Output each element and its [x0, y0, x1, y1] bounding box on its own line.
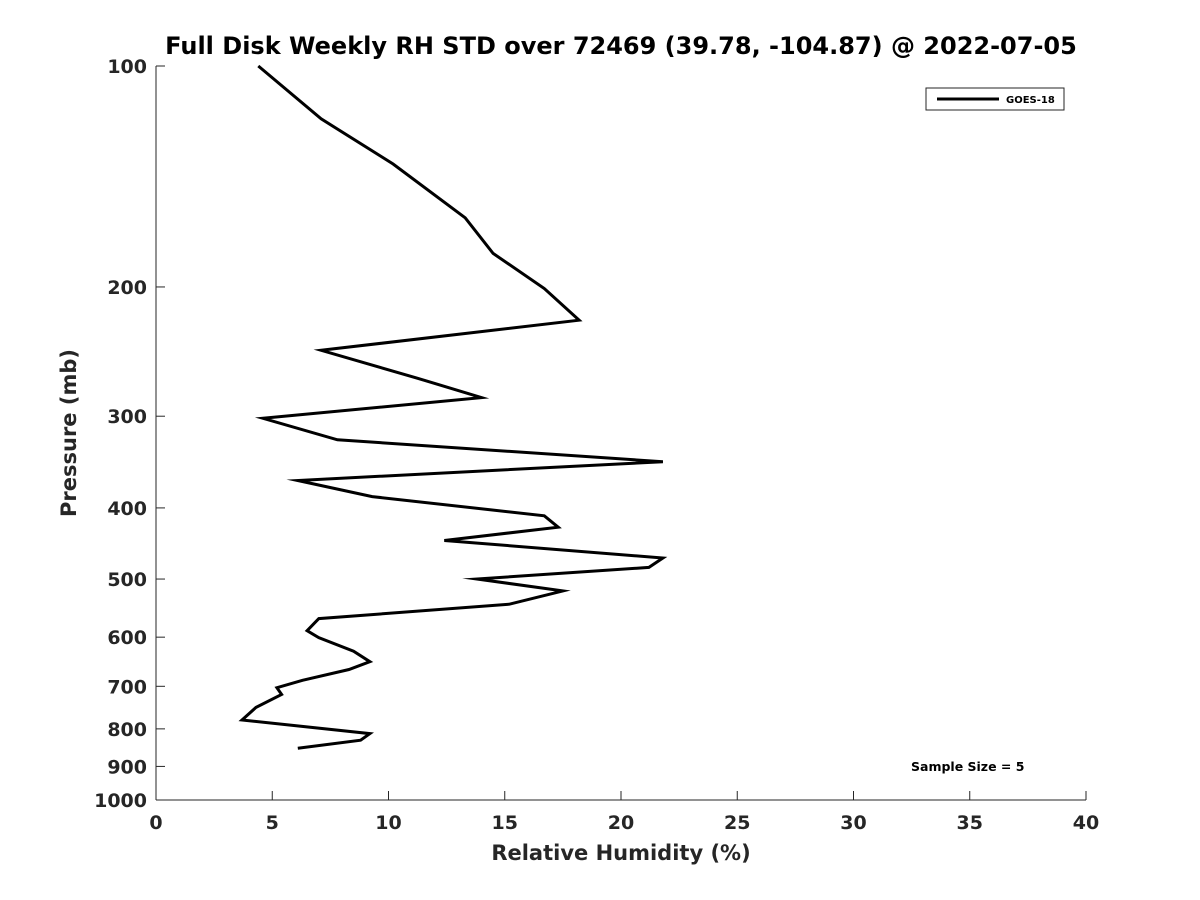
plot-frame — [155, 66, 1086, 801]
y-tick-label: 800 — [107, 719, 147, 741]
sample-size-annotation: Sample Size = 5 — [911, 759, 1024, 774]
legend-label-goes-18: GOES-18 — [1006, 95, 1055, 106]
legend: GOES-18 — [925, 87, 1065, 111]
x-tick-label: 20 — [608, 812, 634, 834]
x-tick-label: 5 — [266, 812, 279, 834]
x-tick-label: 0 — [149, 812, 162, 834]
series-group — [238, 64, 668, 750]
y-ticks: 100 200 300 400 500 600 700 800 900 1000 — [94, 56, 165, 812]
y-tick-label: 500 — [107, 569, 147, 591]
x-tick-label: 30 — [840, 812, 866, 834]
y-tick-label: 200 — [107, 277, 147, 299]
x-tick-label: 10 — [375, 812, 401, 834]
x-tick-label: 35 — [957, 812, 983, 834]
y-tick-label: 100 — [107, 56, 147, 78]
x-tick-label: 25 — [724, 812, 750, 834]
chart-title: Full Disk Weekly RH STD over 72469 (39.7… — [165, 32, 1077, 60]
x-axis-label: Relative Humidity (%) — [491, 841, 750, 865]
y-tick-label: 1000 — [94, 790, 147, 812]
y-tick-label: 300 — [107, 406, 147, 428]
y-tick-label: 900 — [107, 756, 147, 778]
series-line-goes-18 — [238, 64, 668, 750]
x-ticks: 0 5 10 15 20 25 30 35 40 — [149, 791, 1099, 834]
y-tick-label: 600 — [107, 627, 147, 649]
y-tick-label: 400 — [107, 498, 147, 520]
x-tick-label: 15 — [492, 812, 518, 834]
y-tick-label: 700 — [107, 676, 147, 698]
y-axis-label: Pressure (mb) — [57, 349, 81, 517]
x-tick-label: 40 — [1073, 812, 1099, 834]
